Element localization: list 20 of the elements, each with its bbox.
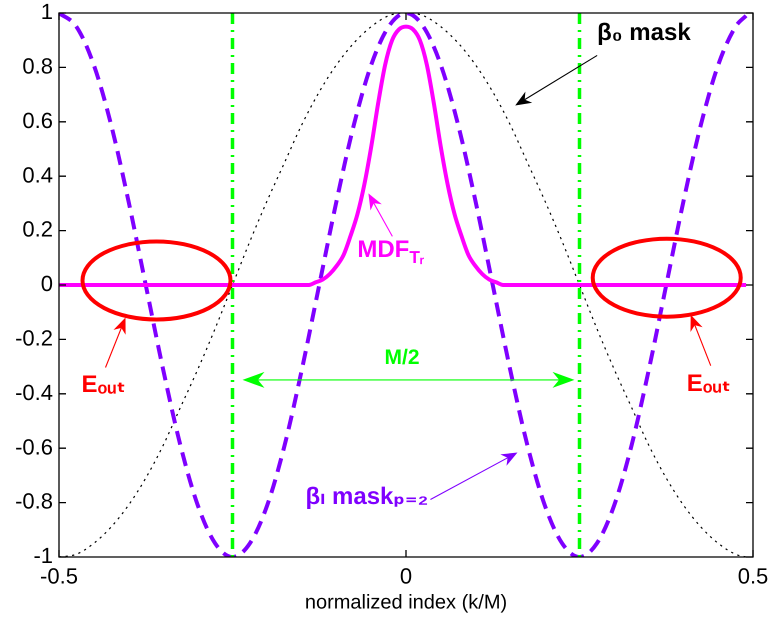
y-tick-label: 0.4 bbox=[22, 162, 53, 188]
y-tick-label: -0.4 bbox=[15, 380, 53, 405]
y-tick-label: 0.8 bbox=[22, 53, 53, 78]
y-tick-label: 0.6 bbox=[22, 108, 53, 133]
annotation: M/2 bbox=[384, 346, 420, 369]
x-axis-title: normalized index (k/M) bbox=[304, 592, 508, 614]
annotation: Eₒᵤₜ bbox=[686, 370, 731, 397]
y-tick-label: -0.6 bbox=[15, 434, 53, 460]
y-tick-label: 0 bbox=[40, 271, 53, 296]
series-label: βₗ maskₚ₌₂ bbox=[305, 483, 428, 510]
x-tick-label: 0.5 bbox=[738, 563, 768, 588]
x-tick-label: 0 bbox=[400, 563, 412, 588]
line-series bbox=[59, 24, 748, 287]
y-tick-label: -0.8 bbox=[15, 488, 53, 514]
text: β₀ mask bbox=[597, 19, 691, 46]
legend-label: MDF$_{Tᵣ}$ bbox=[357, 236, 424, 268]
annotation: Eₒᵤₜ bbox=[82, 371, 126, 398]
y-tick-label: 0.2 bbox=[22, 216, 53, 242]
y-tick-label: 1 bbox=[40, 0, 53, 24]
y-tick-label: -0.2 bbox=[15, 325, 53, 350]
